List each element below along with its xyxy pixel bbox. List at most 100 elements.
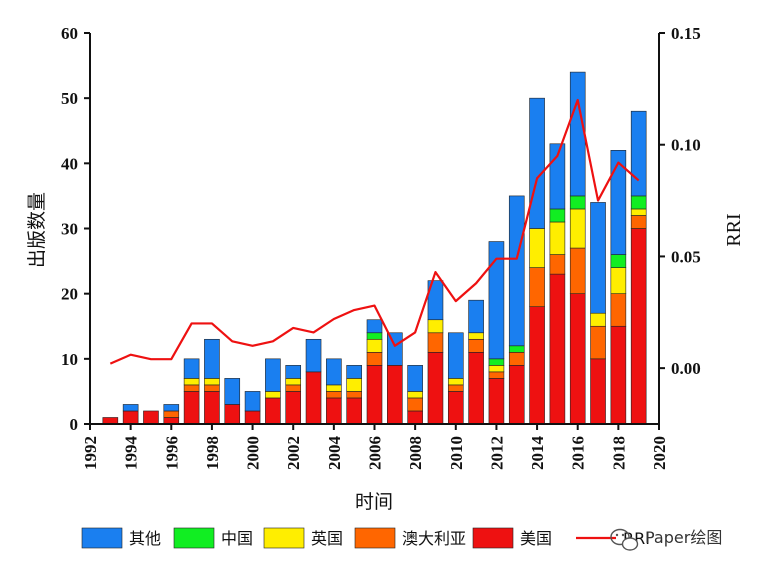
- bar-segment-2013-s3: [508, 345, 525, 353]
- bar-segment-2016-s3: [569, 195, 586, 210]
- bar-segment-2005-s2: [346, 378, 362, 392]
- watermark: Paper绘图: [610, 528, 722, 551]
- bar-segment-2004-s1: [326, 391, 342, 399]
- bar-segment-2000-s4: [244, 391, 261, 412]
- bar-segment-2006-s0: [366, 365, 383, 425]
- bar-segment-2012-s2: [488, 365, 505, 373]
- bar-segment-2001-s0: [265, 397, 281, 425]
- legend-swatch: [354, 527, 396, 549]
- bar-segment-2008-s4: [407, 365, 423, 392]
- y2-tick-label: 0.15: [671, 24, 701, 43]
- y2-tick-label: 0.10: [671, 136, 701, 155]
- bars-layer: [102, 71, 647, 425]
- y-tick-label: 60: [61, 24, 78, 43]
- bar-segment-2012-s0: [488, 378, 505, 425]
- bar-segment-2011-s1: [468, 338, 484, 353]
- bar-segment-2017-s0: [590, 358, 606, 425]
- bar-segment-2005-s1: [346, 391, 362, 399]
- bar-segment-2004-s4: [326, 358, 342, 386]
- bar-segment-2016-s1: [569, 247, 586, 294]
- legend-swatch: [263, 527, 305, 549]
- x-tick-label: 1992: [81, 436, 100, 470]
- x-tick-label: 1994: [122, 436, 141, 471]
- wechat-icon: [610, 528, 639, 551]
- bar-segment-1998-s1: [204, 384, 220, 392]
- bar-segment-2008-s2: [407, 391, 423, 399]
- bar-segment-2018-s2: [610, 267, 627, 294]
- bar-segment-2012-s3: [488, 358, 505, 366]
- bar-segment-2015-s1: [549, 254, 566, 275]
- x-tick-label: 2006: [366, 436, 385, 470]
- bar-segment-2014-s2: [529, 228, 545, 268]
- bar-segment-2011-s4: [468, 299, 484, 334]
- y-tick-label: 20: [61, 285, 78, 304]
- bar-segment-1997-s4: [183, 358, 200, 379]
- bar-segment-1999-s4: [224, 378, 241, 405]
- bar-segment-2019-s0: [630, 228, 647, 425]
- bar-segment-2006-s2: [366, 338, 383, 353]
- bar-segment-2013-s4: [508, 195, 525, 347]
- bar-segment-1998-s0: [204, 391, 220, 425]
- bar-segment-2015-s3: [549, 208, 566, 223]
- bar-segment-2010-s4: [447, 332, 464, 379]
- legend-label: 其他: [129, 529, 161, 548]
- bar-segment-1994-s4: [122, 404, 139, 412]
- bar-segment-1996-s4: [163, 404, 180, 412]
- y2-axis-title: RRI: [723, 213, 745, 246]
- x-tick-label: 2004: [325, 436, 344, 471]
- bar-segment-2007-s4: [387, 332, 403, 366]
- bar-segment-1998-s2: [204, 378, 220, 386]
- legend-label: 中国: [221, 529, 253, 548]
- bar-segment-2003-s0: [305, 371, 322, 425]
- bar-segment-2011-s0: [468, 352, 484, 425]
- bar-segment-2004-s0: [326, 397, 342, 425]
- bar-segment-2015-s0: [549, 273, 566, 425]
- y-tick-label: 10: [61, 350, 78, 369]
- x-tick-label: 2012: [487, 436, 506, 470]
- y-tick-label: 50: [61, 89, 78, 108]
- bar-segment-2009-s1: [427, 332, 444, 353]
- bar-segment-2010-s0: [447, 391, 464, 425]
- bar-segment-2017-s1: [590, 325, 606, 360]
- x-tick-label: 1996: [162, 436, 181, 470]
- bar-segment-1997-s2: [183, 378, 200, 386]
- bar-segment-2014-s0: [529, 306, 545, 425]
- bar-segment-2005-s0: [346, 397, 362, 425]
- bar-segment-2013-s1: [508, 352, 525, 366]
- bar-segment-2018-s3: [610, 254, 627, 268]
- bar-segment-2019-s3: [630, 195, 647, 210]
- bar-segment-2005-s4: [346, 365, 362, 379]
- bar-segment-2006-s4: [366, 319, 383, 334]
- bar-segment-2003-s4: [305, 338, 322, 373]
- bar-segment-2002-s4: [285, 365, 302, 379]
- rri-line-layer: [109, 98, 640, 365]
- legend-swatch: [173, 527, 215, 549]
- bar-segment-2006-s3: [366, 332, 383, 340]
- bar-segment-2008-s1: [407, 397, 423, 412]
- x-tick-label: 1998: [203, 436, 222, 470]
- bar-segment-1997-s1: [183, 384, 200, 392]
- bar-segment-2007-s0: [387, 365, 403, 425]
- y-tick-label: 30: [61, 220, 78, 239]
- bar-segment-2008-s0: [407, 410, 423, 425]
- y2-tick-label: 0.05: [671, 247, 701, 266]
- x-axis-title: 时间: [355, 491, 393, 513]
- bar-segment-2001-s2: [265, 391, 281, 399]
- bar-segment-2010-s1: [447, 384, 464, 392]
- bar-segment-2016-s2: [569, 208, 586, 249]
- bar-segment-2018-s4: [610, 150, 627, 255]
- bar-segment-2002-s0: [285, 391, 302, 425]
- bar-segment-2002-s2: [285, 378, 302, 386]
- legend-label: 澳大利亚: [402, 529, 466, 548]
- bar-segment-2009-s4: [427, 280, 444, 321]
- bar-segment-2012-s1: [488, 371, 505, 379]
- bar-segment-2012-s4: [488, 241, 505, 360]
- bar-segment-2019-s1: [630, 215, 647, 229]
- x-tick-label: 2008: [406, 436, 425, 470]
- bar-segment-2016-s4: [569, 71, 586, 197]
- bar-segment-2018-s1: [610, 293, 627, 327]
- y-tick-label: 40: [61, 154, 78, 173]
- y2-tick-label: 0.00: [671, 359, 701, 378]
- bar-segment-1995-s0: [143, 410, 159, 425]
- y-axis-title: 出版数量: [26, 192, 48, 268]
